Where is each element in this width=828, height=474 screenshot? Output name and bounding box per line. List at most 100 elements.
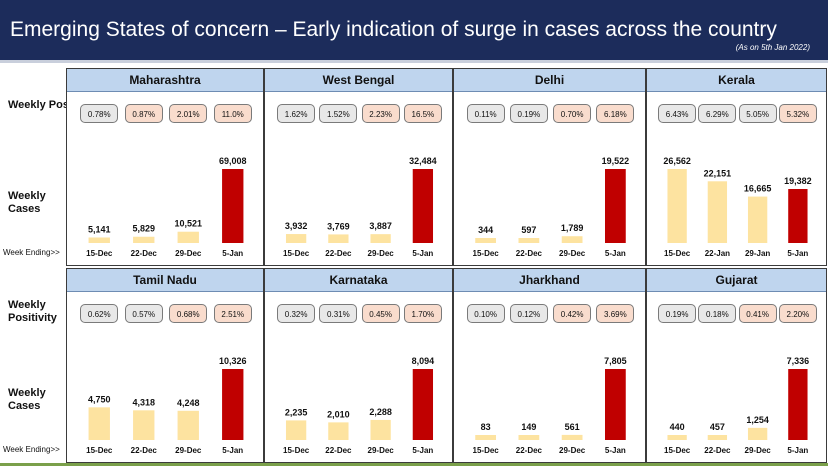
bar-value-label: 4,318 — [132, 397, 155, 407]
positivity-box: 6.43% — [658, 104, 697, 123]
bar-value-label: 2,235 — [285, 407, 308, 417]
bar-5-jan — [222, 169, 244, 243]
positivity-box: 0.57% — [124, 304, 163, 323]
weekly-positivity-label-row2: Weekly Positivity — [8, 299, 57, 324]
bar-22-dec — [328, 234, 349, 243]
bar-value-label: 597 — [521, 225, 536, 235]
bar-value-label: 22,151 — [704, 168, 732, 178]
bar-value-label: 26,562 — [663, 156, 691, 166]
bar-22-dec — [328, 422, 349, 440]
positivity-box: 0.41% — [738, 304, 777, 323]
bar-22-dec — [133, 236, 155, 243]
bar-29-dec — [177, 410, 199, 440]
positivity-box: 6.29% — [698, 104, 737, 123]
category-label: 15-Dec — [86, 249, 113, 258]
category-label: 29-Dec — [175, 249, 202, 258]
category-label: 5-Jan — [787, 249, 808, 258]
positivity-box: 0.68% — [169, 304, 208, 323]
bar-value-label: 4,750 — [88, 394, 111, 404]
bar-5-jan — [412, 169, 434, 243]
bar-29-dec — [370, 234, 391, 243]
bar-29-jan — [747, 196, 768, 243]
bar-22-dec — [133, 410, 155, 440]
weekly-cases-label-row2: Weekly Cases — [8, 387, 46, 412]
category-label: 15-Dec — [664, 446, 691, 455]
category-label: 15-Dec — [473, 249, 500, 258]
positivity-box: 0.62% — [80, 304, 119, 323]
positivity-box: 6.18% — [596, 104, 635, 123]
bar-value-label: 19,522 — [602, 156, 630, 166]
bar-22-jan — [707, 181, 728, 243]
bar-value-label: 344 — [478, 225, 493, 235]
category-label: 29-Dec — [559, 249, 586, 258]
state-title-tamil-nadu: Tamil Nadu — [67, 269, 263, 292]
bar-5-jan — [788, 369, 808, 440]
bar-value-label: 16,665 — [744, 184, 772, 194]
bar-value-label: 4,248 — [177, 398, 200, 408]
positivity-box: 0.18% — [698, 304, 737, 323]
category-label: 22-Dec — [704, 446, 731, 455]
state-panel-gujarat: Gujarat 0.19% 0.18% 0.41% 2.20% 440 15-Dec 457 2… — [646, 268, 827, 463]
bar-value-label: 19,382 — [784, 176, 812, 186]
bar-15-dec — [285, 234, 307, 243]
positivity-box: 0.32% — [277, 304, 316, 323]
bar-value-label: 457 — [710, 422, 725, 432]
positivity-box: 0.19% — [509, 104, 548, 123]
category-label: 5-Jan — [222, 446, 243, 455]
positivity-box: 5.05% — [738, 104, 777, 123]
bar-value-label: 3,769 — [327, 221, 350, 231]
positivity-box: 11.0% — [213, 104, 252, 123]
bar-value-label: 149 — [521, 422, 536, 432]
bar-22-dec — [518, 238, 540, 243]
category-label: 29-Dec — [175, 446, 202, 455]
state-panel-jharkhand: Jharkhand 0.10% 0.12% 0.42% 3.69% 83 15-Dec 149… — [453, 268, 646, 463]
state-panel-tamil-nadu: Tamil Nadu 0.62% 0.57% 0.68% 2.51% 4,750 15-De… — [66, 268, 264, 463]
bar-5-jan — [604, 169, 626, 243]
week-ending-label-row1: Week Ending>> — [3, 248, 60, 257]
cases-bar-chart-jharkhand: 83 15-Dec 149 22-Dec 561 29-Dec 7,805 5-Jan — [473, 356, 627, 455]
bar-15-dec — [285, 420, 307, 440]
as-on-date-note: (As on 5th Jan 2022) — [735, 43, 810, 52]
category-label: 5-Jan — [412, 446, 433, 455]
bar-5-jan — [788, 189, 808, 243]
cases-bar-chart-maharashtra: 5,141 15-Dec 5,829 22-Dec 10,521 29-Dec 69,008… — [86, 156, 246, 258]
bar-value-label: 2,010 — [327, 409, 350, 419]
bar-5-jan — [604, 369, 626, 440]
positivity-box: 1.52% — [319, 104, 358, 123]
state-title-delhi: Delhi — [454, 69, 645, 92]
category-label: 5-Jan — [787, 446, 808, 455]
state-panel-karnataka: Karnataka 0.32% 0.31% 0.45% 1.70% 2,235 15-Dec… — [264, 268, 453, 463]
state-panel-delhi: Delhi 0.11% 0.19% 0.70% 6.18% 344 15-Dec 597 22-… — [453, 68, 646, 266]
cases-bar-chart-kerala: 26,562 15-Dec 22,151 22-Jan 16,665 29-Jan 19,3… — [663, 156, 812, 258]
bar-value-label: 83 — [481, 422, 491, 432]
state-panel-kerala: Kerala 6.43% 6.29% 5.05% 5.32% 26,562 15-Dec 22… — [646, 68, 827, 266]
category-label: 29-Dec — [368, 249, 395, 258]
category-label: 22-Dec — [516, 446, 543, 455]
state-title-karnataka: Karnataka — [265, 269, 452, 292]
positivity-box: 0.45% — [361, 304, 400, 323]
header-bar: Emerging States of concern – Early indic… — [0, 0, 828, 60]
category-label: 22-Jan — [705, 249, 730, 258]
positivity-box: 0.10% — [466, 304, 505, 323]
bar-5-jan — [222, 369, 244, 440]
category-label: 15-Dec — [283, 446, 310, 455]
cases-bar-chart-karnataka: 2,235 15-Dec 2,010 22-Dec 2,288 29-Dec 8,094 5-… — [283, 356, 435, 455]
cases-bar-chart-tamil-nadu: 4,750 15-Dec 4,318 22-Dec 4,248 29-Dec 10,326 5… — [86, 356, 247, 455]
category-label: 5-Jan — [412, 249, 433, 258]
cases-bar-chart-gujarat: 440 15-Dec 457 22-Dec 1,254 29-Dec 7,336 5-Jan — [664, 356, 809, 455]
bar-value-label: 8,094 — [412, 356, 435, 366]
bar-value-label: 3,932 — [285, 221, 308, 231]
cases-bar-chart-west-bengal: 3,932 15-Dec 3,769 22-Dec 3,887 29-Dec 32,484 5… — [283, 156, 437, 258]
bar-22-dec — [518, 435, 540, 440]
positivity-box: 1.62% — [277, 104, 316, 123]
category-label: 29-Dec — [368, 446, 395, 455]
bar-15-dec — [88, 237, 110, 243]
bar-29-dec — [747, 427, 768, 440]
positivity-box: 0.12% — [509, 304, 548, 323]
positivity-box: 3.69% — [596, 304, 635, 323]
state-title-maharashtra: Maharashtra — [67, 69, 263, 92]
bar-value-label: 10,326 — [219, 356, 247, 366]
bar-value-label: 32,484 — [409, 156, 437, 166]
bar-value-label: 5,829 — [132, 224, 155, 234]
